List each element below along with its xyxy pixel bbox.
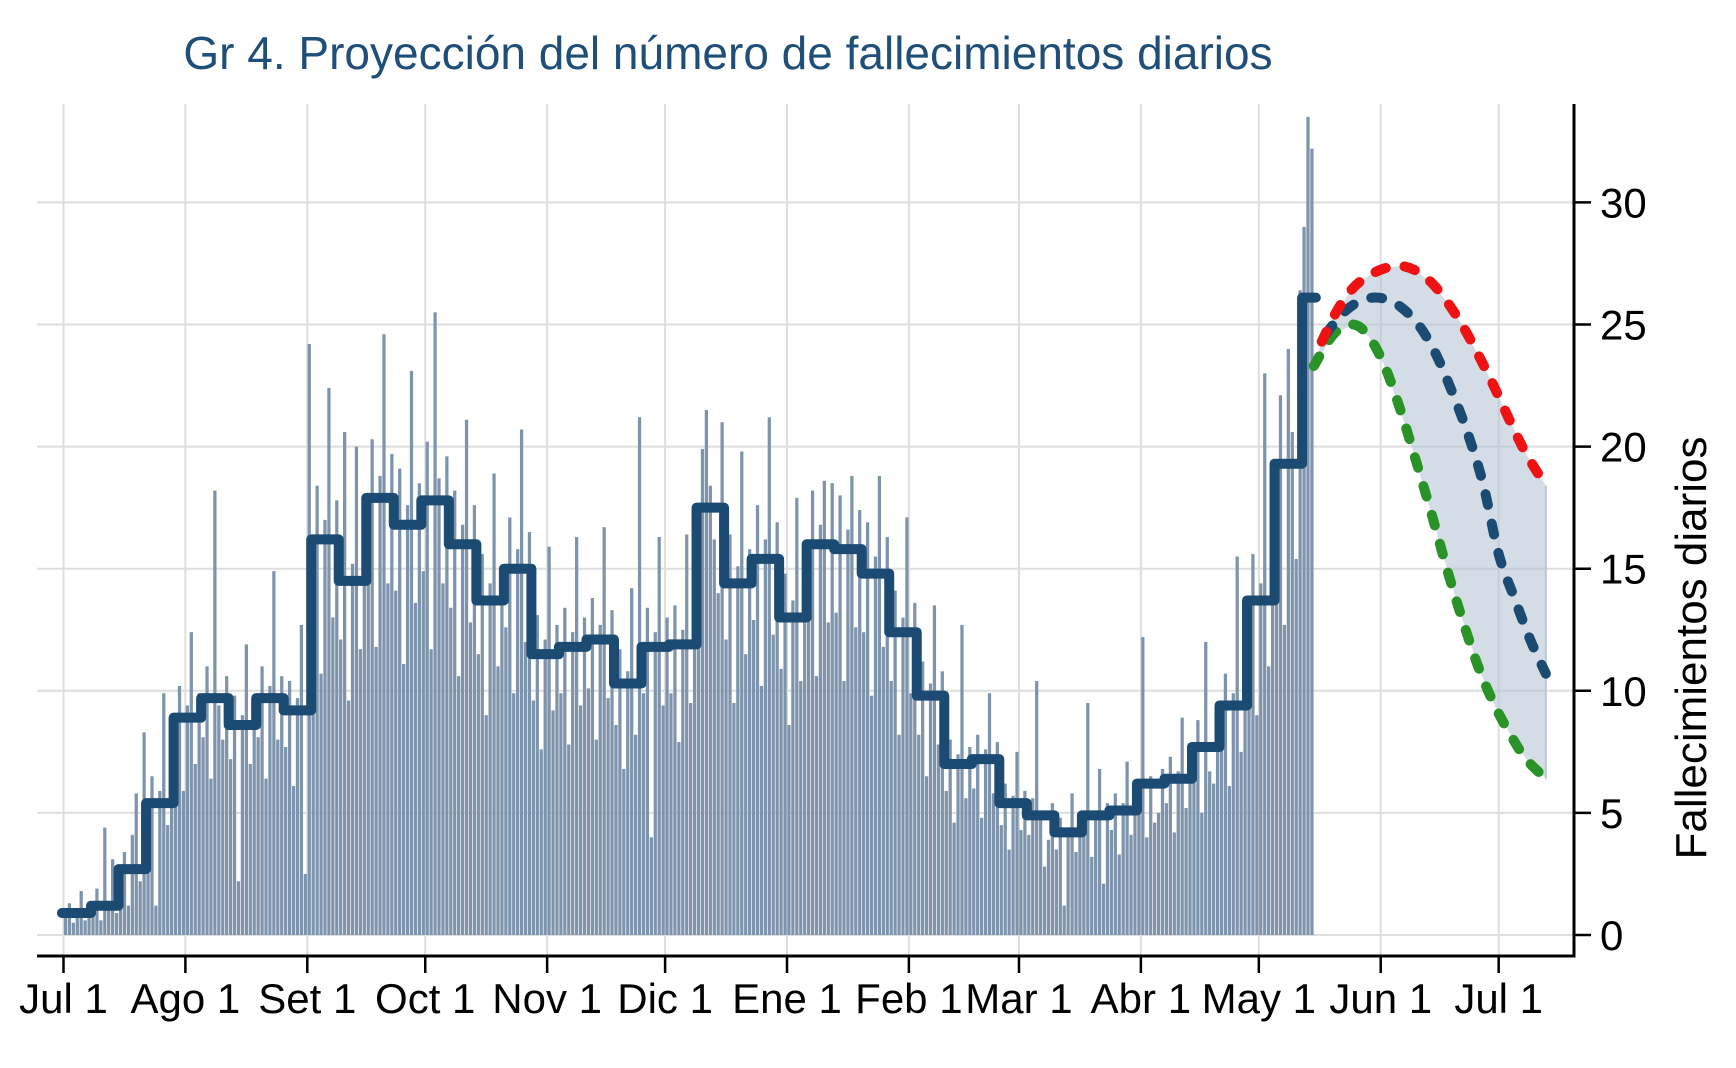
y-ticks: [1574, 201, 1591, 937]
x-tick-label: Feb 1: [855, 975, 962, 1022]
x-tick-label: May 1: [1202, 975, 1316, 1022]
x-tick-label: Ene 1: [732, 975, 842, 1022]
x-tick-label: Jun 1: [1329, 975, 1432, 1022]
x-tick-label: Set 1: [258, 975, 356, 1022]
daily-deaths-bars: [63, 116, 1314, 936]
y-tick-label: 0: [1600, 912, 1623, 959]
x-tick-labels: Jul 1 Ago 1 Set 1 Oct 1 Nov 1 Dic 1 Ene 1 Feb 1…: [19, 975, 1543, 1022]
x-tick-label: Jul 1: [1454, 975, 1543, 1022]
y-tick-labels: 0 5 10 15 20 25 30: [1600, 179, 1647, 959]
y-axis-title: Fallecimientos diarios: [1667, 436, 1716, 860]
y-tick-label: 10: [1600, 668, 1647, 715]
x-tick-label: Nov 1: [492, 975, 602, 1022]
x-tick-label: Abr 1: [1091, 975, 1191, 1022]
projection-central-navy: [1320, 292, 1551, 679]
x-tick-label: Oct 1: [375, 975, 475, 1022]
x-tick-label: Jul 1: [19, 975, 108, 1022]
gridlines: [37, 104, 1574, 956]
y-tick-label: 5: [1600, 790, 1623, 837]
moving-average-step-line: [56, 292, 1321, 919]
x-tick-label: Mar 1: [965, 975, 1072, 1022]
y-tick-label: 30: [1600, 179, 1647, 226]
y-tick-label: 15: [1600, 546, 1647, 593]
x-tick-label: Dic 1: [617, 975, 713, 1022]
x-ticks: [62, 956, 1500, 973]
y-tick-label: 25: [1600, 302, 1647, 349]
projection-confidence-band: [1313, 265, 1546, 779]
projection-upper-red: [1316, 260, 1551, 491]
chart-title: Gr 4. Proyección del número de fallecimi…: [183, 27, 1273, 79]
y-tick-label: 20: [1600, 424, 1647, 471]
x-tick-label: Ago 1: [131, 975, 241, 1022]
projection-lower-green: [1308, 319, 1551, 784]
